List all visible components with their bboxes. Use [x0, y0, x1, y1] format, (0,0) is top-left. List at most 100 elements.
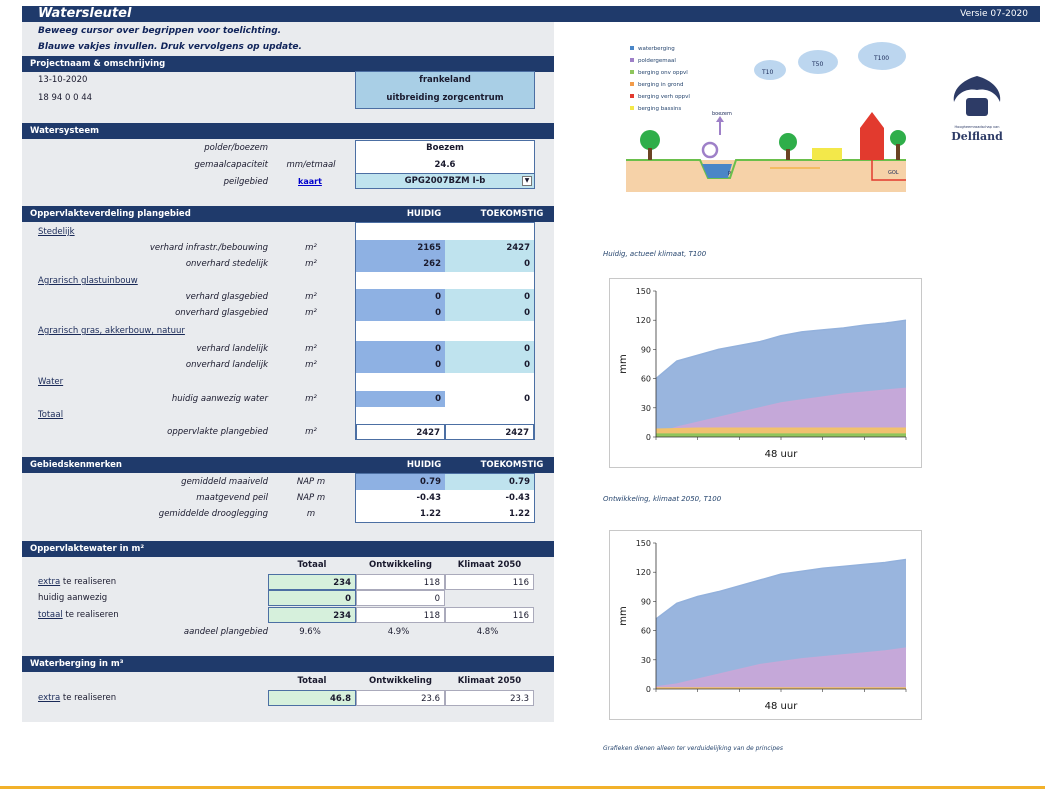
toekomstig-value[interactable]: 0 [445, 289, 534, 305]
x-axis-label: 48 uur [765, 449, 799, 460]
totaal-label: totaal te realiseren [38, 607, 119, 623]
cloud-label: T50 [811, 61, 823, 68]
series-line [655, 558, 907, 620]
huidig-value[interactable]: 0 [356, 305, 445, 321]
footer-line [0, 786, 1045, 789]
legend-label: waterberging [638, 46, 675, 52]
col-klimaat: Klimaat 2050 [457, 676, 522, 686]
section-gebied-title: Gebiedskenmerken [30, 460, 122, 470]
polder-label: polder/boezem [204, 143, 268, 153]
toekomstig-value[interactable]: 0.79 [445, 474, 534, 490]
boezem-label: boezem [712, 111, 732, 117]
chart1-box: 0 30 60 90 120 150 48 uur mm [609, 278, 922, 468]
toekomstig-value[interactable]: 0 [445, 341, 534, 357]
wb-extra-label-a: extra [38, 693, 61, 703]
series-line [655, 647, 907, 688]
chart1-svg: 0 30 60 90 120 150 48 uur mm [618, 287, 907, 460]
peil-label: peilgebied [223, 177, 268, 187]
kaart-link[interactable]: kaart [298, 177, 322, 186]
water-system-illustration: waterberging poldergemaal berging onv oppv… [626, 42, 906, 192]
area-series [656, 388, 906, 437]
row-label: verhard infrastr./bebouwing [149, 243, 268, 253]
gemaal-label: gemaalcapaciteit [194, 160, 268, 170]
wb-extra-label: extra te realiseren [38, 690, 116, 706]
gemaal-label: P [728, 171, 731, 177]
section-gebied: Gebiedskenmerken HUIDIG TOEKOMSTIG [22, 457, 554, 473]
row-label: verhard glasgebied [185, 292, 268, 302]
cat-agrarisch-gras: Agrarisch gras, akkerbouw, natuur [38, 326, 185, 336]
legend: waterberging poldergemaal berging onv oppv… [630, 46, 690, 112]
aandeel-ontw: 4.9% [387, 627, 410, 637]
cat-water: Water [38, 377, 64, 387]
y-tick-label: 0 [646, 685, 651, 694]
row-unit: m² [305, 360, 317, 370]
instruction-1: Beweeg cursor over begrippen voor toelic… [38, 26, 282, 36]
huidig-value[interactable]: 0 [356, 341, 445, 357]
col-ontwikkeling: Ontwikkeling [369, 676, 432, 686]
huidig-value[interactable]: 0 [356, 391, 445, 407]
water-basin [702, 164, 732, 178]
y-tick-label: 120 [636, 568, 651, 577]
huidig-value[interactable]: 0 [356, 289, 445, 305]
soil-layer [626, 160, 906, 192]
section-oppervlaktewater: Oppervlaktewater in m² [22, 541, 554, 557]
chart2-svg: 0 30 60 90 120 150 48 uur mm [618, 539, 907, 712]
totaal-klimaat: 116 [445, 607, 534, 623]
col-huidig: HUIDIG [406, 460, 442, 470]
legend-label: berging bassins [638, 106, 681, 112]
totaal-label-b: te realiseren [62, 610, 119, 620]
cat-stedelijk: Stedelijk [38, 227, 75, 237]
chart2-caption: Ontwikkeling, klimaat 2050, T100 [603, 495, 722, 503]
aandeel-label: aandeel plangebied [183, 627, 268, 637]
toekomstig-value: 1.22 [509, 509, 530, 519]
tree-icon [640, 130, 660, 150]
row-unit: m [306, 509, 316, 519]
peilgebied-select[interactable]: GPG2007BZM I-b ▼ [355, 173, 535, 189]
project-description[interactable]: uitbreiding zorgcentrum [386, 93, 504, 103]
huidig-value[interactable]: 2165 [356, 240, 445, 256]
huidig-totaal: 0 [268, 590, 356, 606]
wb-extra-klimaat: 23.3 [445, 690, 534, 706]
toekomstig-value[interactable]: 0 [445, 305, 534, 321]
project-name-box[interactable] [355, 71, 535, 109]
col-toekomstig: TOEKOMSTIG [480, 209, 544, 219]
huidig-value[interactable]: 262 [356, 256, 445, 272]
app-title: Watersleutel [38, 6, 132, 21]
gemaal-value: 24.6 [434, 160, 456, 170]
y-tick-label: 60 [641, 627, 651, 636]
row-unit: m² [305, 292, 317, 302]
legend-label: poldergemaal [638, 58, 676, 64]
huidig-value[interactable]: 0 [356, 357, 445, 373]
toekomstig-value[interactable]: 0 [445, 256, 534, 272]
y-axis-label: mm [618, 354, 629, 373]
totaal-totaal: 234 [268, 607, 356, 623]
row-unit: m² [305, 427, 317, 437]
row-unit: m² [305, 243, 317, 253]
toekomstig-value[interactable]: 0 [445, 357, 534, 373]
extra-ontw: 118 [356, 574, 445, 590]
y-tick-label: 150 [636, 287, 651, 296]
huidig-value: -0.43 [416, 493, 442, 503]
project-date: 13-10-2020 [38, 75, 88, 85]
legend-swatch [630, 106, 634, 110]
legend-swatch [630, 58, 634, 62]
extra-label-b: te realiseren [60, 577, 117, 587]
houses-icon [812, 148, 842, 160]
toekomstig-value[interactable]: 2427 [445, 240, 534, 256]
legend-label: berging in grond [638, 82, 684, 88]
section-oppervlakte: Oppervlakteverdeling plangebied HUIDIG T… [22, 206, 554, 222]
crest-icon [953, 76, 1001, 102]
toekomstig-total: 2427 [445, 424, 534, 440]
section-project: Projectnaam & omschrijving [22, 56, 554, 72]
toekomstig-value: 0 [524, 394, 530, 404]
toekomstig-value: -0.43 [505, 493, 531, 503]
chevron-down-icon[interactable]: ▼ [522, 176, 532, 186]
series-line [655, 427, 906, 430]
legend-swatch [630, 46, 634, 50]
y-tick-label: 30 [641, 404, 651, 413]
row-label: verhard landelijk [196, 344, 268, 354]
area-series [656, 648, 906, 689]
huidig-value[interactable]: 0.79 [356, 474, 445, 490]
legend-label: berging onv oppvl [638, 70, 688, 76]
project-name[interactable]: frankeland [419, 75, 471, 85]
